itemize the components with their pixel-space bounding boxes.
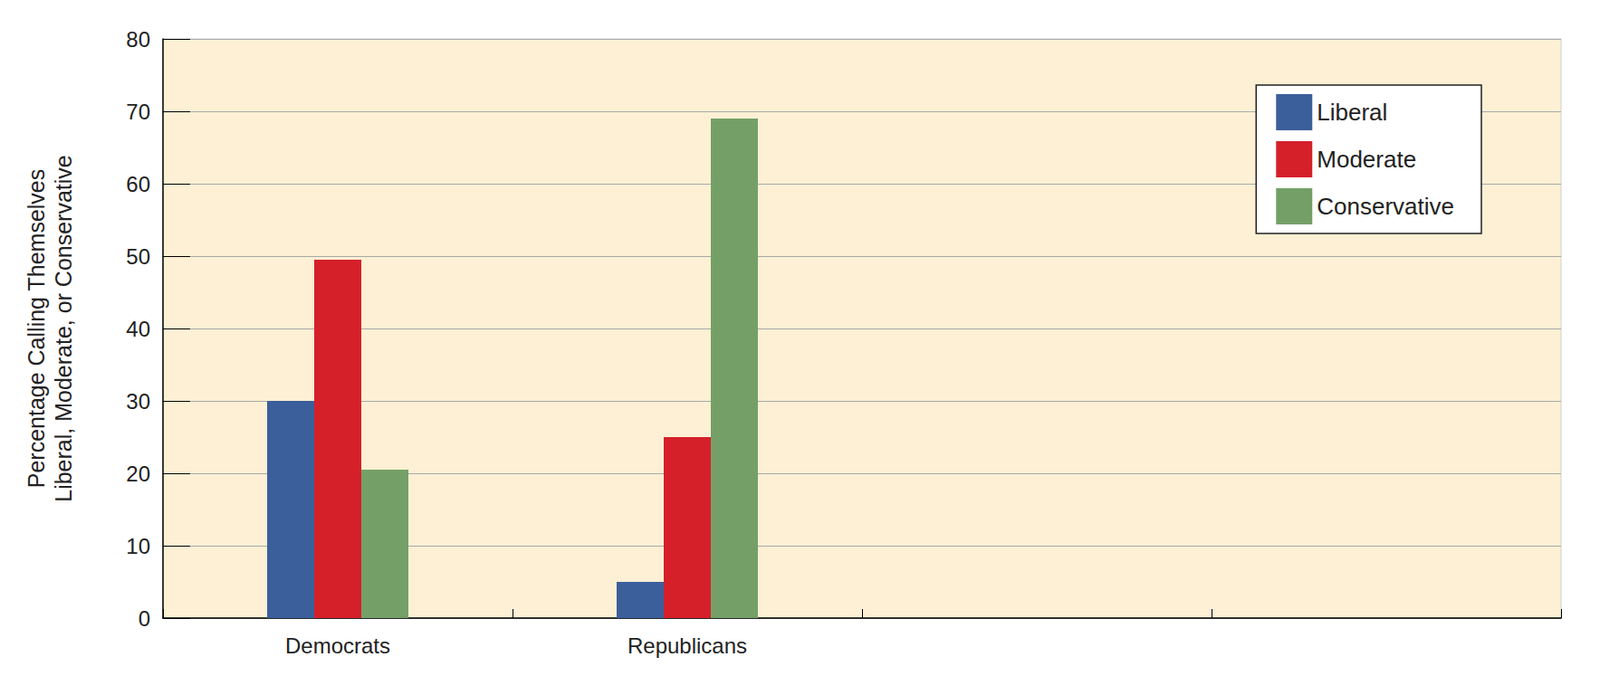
svg-text:10: 10 — [125, 534, 151, 559]
svg-text:50: 50 — [125, 244, 151, 269]
svg-text:Liberal: Liberal — [1316, 98, 1388, 126]
svg-text:0: 0 — [138, 606, 151, 632]
svg-text:20: 20 — [125, 461, 151, 487]
svg-text:80: 80 — [125, 27, 151, 52]
svg-text:Democrats: Democrats — [285, 633, 391, 659]
svg-text:Republicans: Republicans — [627, 633, 748, 659]
svg-text:Liberal, Moderate, or Conserva: Liberal, Moderate, or Conservative — [50, 154, 77, 503]
svg-text:40: 40 — [125, 316, 151, 342]
svg-text:30: 30 — [125, 389, 151, 414]
svg-text:70: 70 — [125, 99, 151, 125]
svg-text:Moderate: Moderate — [1316, 145, 1417, 173]
svg-text:Conservative: Conservative — [1316, 192, 1455, 221]
svg-text:Percentage Calling Themselves: Percentage Calling Themselves — [23, 169, 49, 489]
svg-text:60: 60 — [125, 172, 151, 197]
